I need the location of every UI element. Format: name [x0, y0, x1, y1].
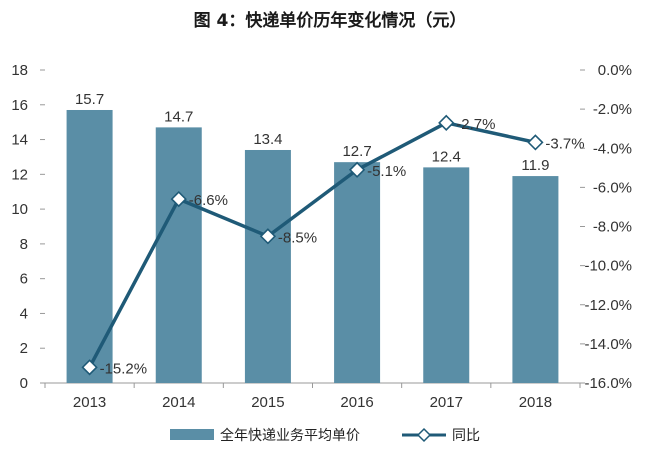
- yoy-marker: [527, 134, 544, 151]
- bar-value-label: 15.7: [75, 91, 104, 108]
- yoy-marker: [348, 161, 366, 178]
- bar-value-label: 14.7: [164, 108, 193, 125]
- y-left-tick-label: 6: [20, 271, 28, 288]
- bar: [512, 176, 559, 383]
- y-left-tick-label: 2: [20, 340, 28, 357]
- y-right-tick-label: -4.0%: [593, 140, 632, 157]
- y-left-tick-label: 10: [11, 201, 28, 218]
- y-left-tick-label: 8: [20, 236, 28, 253]
- bars-group: [66, 109, 559, 383]
- y-left-tick-label: 4: [20, 305, 28, 322]
- y-right-tick-label: -12.0%: [584, 297, 632, 314]
- yoy-value-label: -8.5%: [278, 229, 317, 246]
- y-right-tick-label: -2.0%: [593, 101, 632, 118]
- y-right-tick-label: -8.0%: [593, 219, 632, 236]
- yoy-value-label: -3.7%: [545, 135, 584, 152]
- y-left-tick-label: 14: [11, 132, 28, 149]
- y-right-tick-label: -14.0%: [584, 336, 632, 353]
- y-right-tick-label: 0.0%: [598, 62, 632, 79]
- x-tick-label: 2016: [340, 394, 373, 411]
- line-series-group: [81, 114, 544, 376]
- legend-bar-swatch: [170, 429, 214, 440]
- yoy-value-label: -15.2%: [100, 360, 148, 377]
- bar: [66, 109, 113, 383]
- legend: 全年快递业务平均单价 同比: [170, 427, 480, 444]
- x-tick-label: 2018: [519, 394, 552, 411]
- yoy-marker: [438, 114, 455, 131]
- bar-value-label: 11.9: [521, 157, 549, 174]
- y-left-tick-label: 16: [11, 97, 28, 114]
- legend-line-marker: [416, 427, 432, 443]
- legend-line-label: 同比: [452, 428, 480, 444]
- chart-title: 图 4：快递单价历年变化情况（元）: [193, 11, 467, 31]
- legend-bar-label: 全年快递业务平均单价: [220, 427, 360, 444]
- bar-value-label: 12.4: [432, 148, 461, 165]
- y-left-tick-label: 0: [20, 375, 28, 392]
- yoy-marker: [81, 359, 98, 376]
- x-tick-label: 2015: [251, 394, 284, 411]
- bar-value-label: 12.7: [342, 143, 371, 160]
- yoy-line: [88, 121, 536, 369]
- axes-group: 0 2 4 6 8 10 12 14 16 18 0.0% -2.0% -4.0% -6.0% -8.0% -…: [11, 62, 632, 411]
- y-right-tick-label: -6.0%: [593, 179, 632, 196]
- x-tick-label: 2014: [162, 394, 195, 411]
- bar: [423, 167, 470, 383]
- yoy-marker: [259, 228, 277, 245]
- yoy-value-label: -6.6%: [189, 192, 228, 209]
- y-left-tick-label: 18: [11, 62, 28, 79]
- bar-value-label: 13.4: [253, 131, 282, 148]
- bar: [244, 149, 291, 383]
- yoy-value-label: -5.1%: [367, 163, 406, 180]
- y-right-tick-label: -16.0%: [584, 375, 632, 392]
- yoy-marker: [170, 190, 187, 208]
- bar: [334, 162, 381, 383]
- data-labels-group: 15.7 14.7 13.4 12.7 12.4 11.9 -15.2% -6.6% -8.5%…: [75, 91, 585, 377]
- yoy-value-label: -2.7%: [456, 116, 495, 133]
- y-right-tick-label: -10.0%: [584, 258, 632, 275]
- x-tick-label: 2013: [73, 394, 106, 411]
- bar: [155, 127, 202, 383]
- x-tick-label: 2017: [430, 394, 463, 411]
- y-left-tick-label: 12: [11, 166, 28, 183]
